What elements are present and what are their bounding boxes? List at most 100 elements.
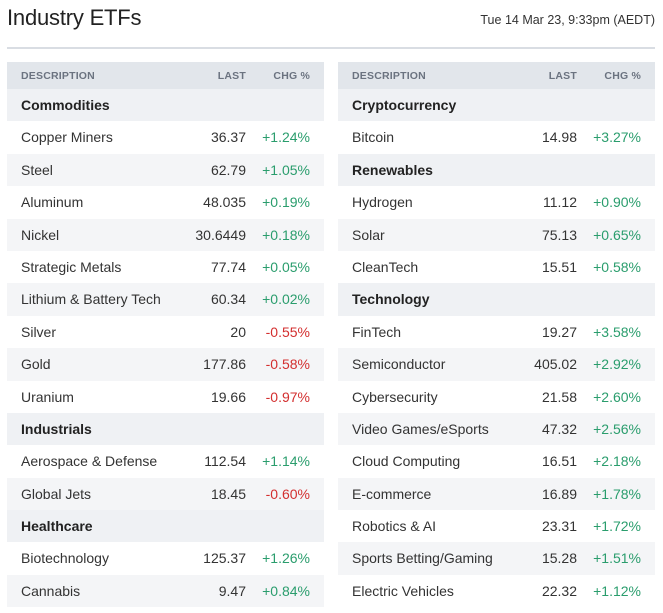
etf-name[interactable]: Cybersecurity bbox=[352, 388, 438, 405]
etf-row-semiconductor[interactable]: Semiconductor 405.02 +2.92% bbox=[338, 348, 655, 381]
etf-name[interactable]: Aerospace & Defense bbox=[21, 453, 158, 470]
etf-name[interactable]: Silver bbox=[21, 323, 57, 340]
etf-row-cybersecurity[interactable]: Cybersecurity 21.58 +2.60% bbox=[338, 381, 655, 413]
etf-name[interactable]: Global Jets bbox=[21, 485, 92, 502]
etf-row-hydrogen[interactable]: Hydrogen 11.12 +0.90% bbox=[338, 186, 655, 218]
etf-last-price: 11.12 bbox=[543, 194, 577, 211]
etf-name[interactable]: Robotics & AI bbox=[352, 518, 437, 535]
column-header-last: LAST bbox=[548, 70, 577, 82]
etf-change-percent: +2.56% bbox=[593, 420, 641, 437]
etf-name[interactable]: Cannabis bbox=[21, 582, 81, 599]
etf-row-uranium[interactable]: Uranium 19.66 -0.97% bbox=[7, 381, 324, 413]
etf-row-aluminum[interactable]: Aluminum 48.035 +0.19% bbox=[7, 186, 324, 218]
etf-change-percent: +2.60% bbox=[593, 388, 641, 405]
etf-last-price: 125.37 bbox=[203, 550, 246, 567]
etf-change-percent: -0.97% bbox=[265, 388, 310, 405]
etf-name[interactable]: Video Games/eSports bbox=[352, 420, 489, 437]
etf-name[interactable]: Cloud Computing bbox=[352, 453, 461, 470]
etf-row-video-games-esports[interactable]: Video Games/eSports 47.32 +2.56% bbox=[338, 412, 655, 446]
etf-name[interactable]: Sports Betting/Gaming bbox=[352, 550, 493, 567]
etf-change-percent: +3.27% bbox=[593, 129, 641, 146]
etf-change-percent: +0.02% bbox=[262, 291, 310, 308]
etf-row-global-jets[interactable]: Global Jets 18.45 -0.60% bbox=[7, 477, 324, 511]
etf-change-percent: +1.51% bbox=[593, 550, 641, 567]
etf-change-percent: +0.19% bbox=[262, 194, 310, 211]
etf-change-percent: +0.90% bbox=[593, 194, 641, 211]
etf-name[interactable]: Strategic Metals bbox=[21, 258, 122, 275]
timestamp: Tue 14 Mar 23, 9:33pm (AEDT) bbox=[480, 13, 655, 27]
etf-row-gold[interactable]: Gold 177.86 -0.58% bbox=[7, 348, 324, 381]
etf-last-price: 16.51 bbox=[541, 453, 577, 470]
etf-change-percent: +0.05% bbox=[262, 258, 310, 275]
etf-last-price: 16.89 bbox=[541, 485, 577, 502]
etf-name[interactable]: Bitcoin bbox=[352, 129, 395, 146]
etf-name[interactable]: FinTech bbox=[352, 323, 402, 340]
etf-last-price: 48.035 bbox=[203, 194, 246, 211]
etf-name[interactable]: Copper Miners bbox=[21, 129, 113, 146]
etf-row-steel[interactable]: Steel 62.79 +1.05% bbox=[7, 153, 324, 187]
etf-name[interactable]: E-commerce bbox=[352, 485, 432, 502]
table-header: DESCRIPTION LAST CHG % bbox=[7, 62, 324, 89]
etf-change-percent: +1.24% bbox=[262, 129, 310, 146]
etf-row-lithium-and-battery-tech[interactable]: Lithium & Battery Tech 60.34 +0.02% bbox=[7, 283, 324, 316]
etf-row-electric-vehicles[interactable]: Electric Vehicles 22.32 +1.12% bbox=[338, 575, 655, 607]
etf-row-fintech[interactable]: FinTech 19.27 +3.58% bbox=[338, 316, 655, 348]
etf-last-price: 112.54 bbox=[204, 453, 246, 470]
etf-last-price: 22.32 bbox=[541, 582, 577, 599]
etf-last-price: 15.51 bbox=[541, 258, 577, 275]
etf-row-solar[interactable]: Solar 75.13 +0.65% bbox=[338, 218, 655, 251]
etf-last-price: 75.13 bbox=[541, 226, 577, 243]
etf-row-robotics-and-ai[interactable]: Robotics & AI 23.31 +1.72% bbox=[338, 510, 655, 542]
category-label: Cryptocurrency bbox=[352, 97, 457, 113]
etf-row-e-commerce[interactable]: E-commerce 16.89 +1.78% bbox=[338, 477, 655, 511]
etf-change-percent: +1.26% bbox=[262, 550, 310, 567]
etf-last-price: 19.27 bbox=[541, 323, 577, 340]
etf-row-copper-miners[interactable]: Copper Miners 36.37 +1.24% bbox=[7, 121, 324, 153]
etf-row-biotechnology[interactable]: Biotechnology 125.37 +1.26% bbox=[7, 542, 324, 574]
etf-row-silver[interactable]: Silver 20 -0.55% bbox=[7, 316, 324, 348]
etf-name[interactable]: Aluminum bbox=[21, 194, 84, 211]
etf-table-right: DESCRIPTION LAST CHG % Cryptocurrency Bitcoi… bbox=[338, 62, 655, 607]
etf-row-strategic-metals[interactable]: Strategic Metals 77.74 +0.05% bbox=[7, 251, 324, 283]
category-label: Technology bbox=[352, 291, 430, 308]
etf-row-bitcoin[interactable]: Bitcoin 14.98 +3.27% bbox=[338, 121, 655, 153]
etf-row-aerospace-and-defense[interactable]: Aerospace & Defense 112.54 +1.14% bbox=[7, 445, 324, 477]
category-industrials: Industrials bbox=[7, 412, 324, 446]
etf-row-nickel[interactable]: Nickel 30.6449 +0.18% bbox=[7, 218, 324, 251]
etf-change-percent: +0.18% bbox=[262, 226, 310, 243]
etf-change-percent: -0.60% bbox=[265, 485, 310, 502]
etf-change-percent: +1.72% bbox=[593, 518, 641, 535]
etf-name[interactable]: Semiconductor bbox=[352, 356, 446, 373]
etf-last-price: 177.86 bbox=[203, 356, 246, 373]
etf-change-percent: +1.05% bbox=[262, 161, 310, 178]
etf-row-cleantech[interactable]: CleanTech 15.51 +0.58% bbox=[338, 251, 655, 283]
etf-last-price: 15.28 bbox=[541, 550, 577, 567]
etf-last-price: 9.47 bbox=[218, 582, 246, 599]
etf-name[interactable]: Gold bbox=[21, 356, 51, 373]
category-label: Industrials bbox=[21, 420, 92, 437]
etf-last-price: 405.02 bbox=[534, 356, 577, 373]
etf-name[interactable]: Electric Vehicles bbox=[352, 582, 454, 599]
etf-name[interactable]: Uranium bbox=[21, 388, 74, 405]
etf-last-price: 77.74 bbox=[210, 258, 246, 275]
column-header-description: DESCRIPTION bbox=[352, 70, 426, 82]
etf-name[interactable]: Biotechnology bbox=[21, 550, 109, 567]
etf-name[interactable]: Steel bbox=[21, 161, 53, 178]
etf-table-left: DESCRIPTION LAST CHG % Commodities Copper Mi… bbox=[7, 62, 324, 608]
etf-name[interactable]: Solar bbox=[352, 226, 385, 243]
etf-row-cannabis[interactable]: Cannabis 9.47 +0.84% bbox=[7, 574, 324, 608]
etf-change-percent: -0.55% bbox=[265, 323, 310, 340]
etf-row-cloud-computing[interactable]: Cloud Computing 16.51 +2.18% bbox=[338, 445, 655, 477]
etf-row-sports-betting-gaming[interactable]: Sports Betting/Gaming 15.28 +1.51% bbox=[338, 542, 655, 575]
etf-name[interactable]: Hydrogen bbox=[352, 194, 413, 211]
column-header-description: DESCRIPTION bbox=[21, 70, 95, 82]
column-header-last: LAST bbox=[217, 70, 246, 82]
etf-change-percent: +0.65% bbox=[593, 226, 641, 243]
etf-name[interactable]: Nickel bbox=[21, 226, 60, 243]
etf-name[interactable]: Lithium & Battery Tech bbox=[21, 291, 161, 308]
etf-change-percent: +2.92% bbox=[593, 356, 641, 373]
etf-name[interactable]: CleanTech bbox=[352, 258, 419, 275]
category-label: Renewables bbox=[352, 161, 433, 178]
etf-last-price: 36.37 bbox=[210, 129, 246, 146]
table-header: DESCRIPTION LAST CHG % bbox=[338, 62, 655, 89]
